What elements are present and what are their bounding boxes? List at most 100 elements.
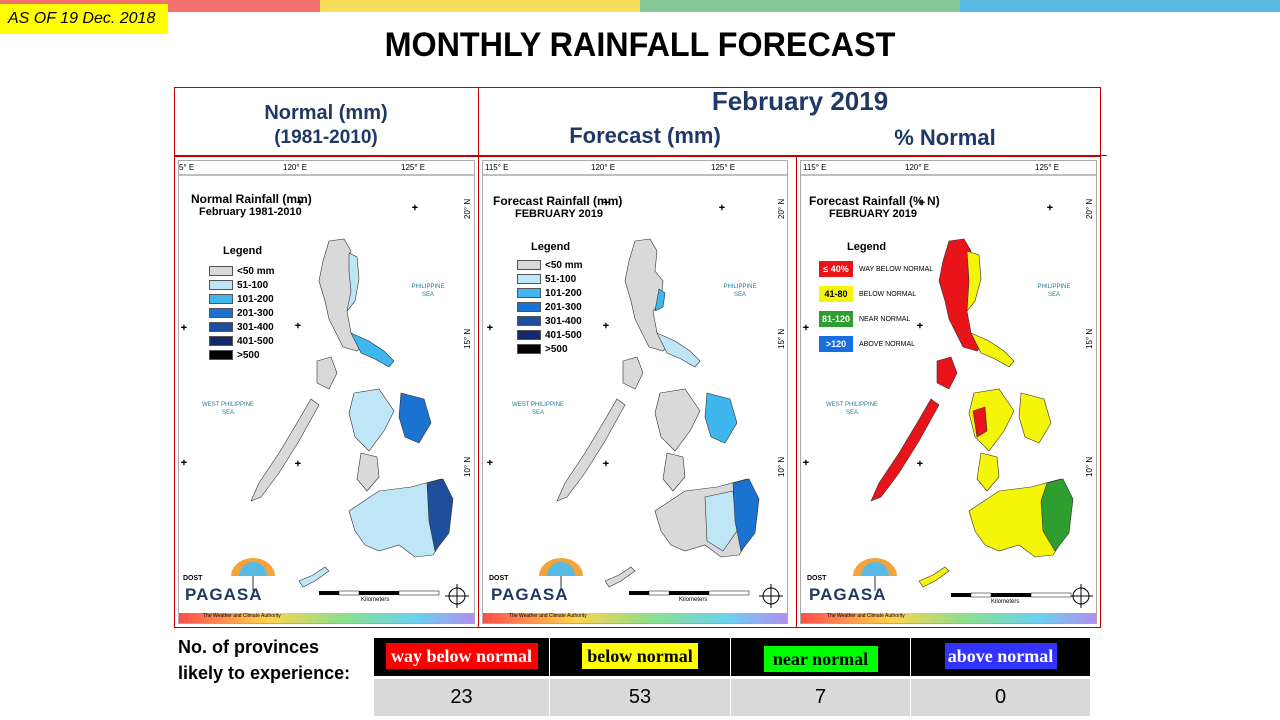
- legend-swatch: 41-80: [819, 286, 853, 302]
- luzon-bicol: [350, 332, 395, 368]
- map-panel-percent: + + + + + + 115° E 120° E 125° E 20° N 15: [800, 160, 1097, 624]
- pagasa-logo-text: PAGASA: [185, 585, 262, 605]
- category-count: 53: [550, 679, 730, 716]
- map-percent-svg: + + + + + +: [801, 174, 1096, 623]
- coord-right: 125° E: [711, 163, 736, 172]
- palawan-shape: [250, 398, 320, 502]
- scale-bar: [951, 592, 1072, 598]
- category-count: 7: [731, 679, 910, 716]
- scale-unit: Kilometers: [679, 597, 708, 603]
- svg-text:+: +: [917, 321, 923, 332]
- graticule: + + + + + +: [179, 174, 474, 470]
- mindoro-shape: [316, 356, 338, 390]
- legend-label: WAY BELOW NORMAL: [859, 265, 934, 273]
- legend-item: 51-100: [209, 279, 268, 291]
- svg-text:+: +: [603, 321, 609, 332]
- north-arrow: [759, 584, 783, 608]
- graticule: + + + + + +: [483, 174, 787, 470]
- rainbow-band: [801, 613, 1096, 623]
- legend-label: 401-500: [237, 335, 274, 347]
- legend-item: <50 mm: [517, 259, 583, 271]
- svg-text:+: +: [181, 458, 187, 469]
- legend-label: 201-300: [237, 307, 274, 319]
- legend-item: ≤ 40% WAY BELOW NORMAL: [819, 261, 933, 277]
- legend-swatch: [517, 302, 541, 312]
- coord-mid: 120° E: [905, 163, 930, 172]
- legend-item: >500: [517, 343, 568, 355]
- map-title-percent: Forecast Rainfall (% N) FEBRUARY 2019: [809, 195, 940, 221]
- map-normal-svg: + + + + + +: [179, 174, 474, 623]
- stripe-blue: [960, 0, 1280, 12]
- legend-label: 51-100: [237, 279, 269, 291]
- coord-lat-top: 20° N: [777, 198, 786, 219]
- legend-swatch: [517, 288, 541, 298]
- coord-lat-mid: 15° N: [777, 328, 786, 349]
- luzon-shape: [318, 238, 366, 352]
- west-philippine-sea-label: WEST PHILIPPINE SEA: [826, 402, 878, 416]
- pagasa-umbrella-icon: [853, 558, 897, 591]
- pagasa-umbrella-icon: [231, 558, 275, 591]
- header-frame: [174, 87, 1101, 157]
- luzon-east-coast: [346, 252, 360, 312]
- philippine-sea-label: PHILIPPINE SEA: [1037, 284, 1071, 298]
- panay-red: [972, 406, 988, 438]
- coord-lat-bot: 10° N: [463, 456, 472, 477]
- legend-swatch: [209, 350, 233, 360]
- legend-swatch: [517, 344, 541, 354]
- legend-swatch: [209, 280, 233, 290]
- legend-item: 41-80 BELOW NORMAL: [819, 286, 916, 302]
- svg-text:+: +: [487, 458, 493, 469]
- legend-label: 401-500: [545, 329, 582, 341]
- legend-swatch: [209, 294, 233, 304]
- legend-label: NEAR NORMAL: [859, 315, 911, 323]
- philippine-sea-label: PHILIPPINE SEA: [723, 284, 757, 298]
- legend-item: >120 ABOVE NORMAL: [819, 336, 915, 352]
- legend-item: 301-400: [209, 321, 274, 333]
- sulu-islands: [918, 566, 950, 588]
- legend-item: 51-100: [517, 273, 576, 285]
- panel-border-right: [1100, 155, 1101, 627]
- logo-tagline: The Weather and Climate Authority: [203, 613, 281, 619]
- mindanao-east: [732, 478, 760, 552]
- legend-item: 101-200: [517, 287, 582, 299]
- coord-mid: 120° E: [591, 163, 616, 172]
- legend-label: 101-200: [237, 293, 274, 305]
- coord-lat-mid: 15° N: [1085, 328, 1094, 349]
- coord-right: 125° E: [1035, 163, 1060, 172]
- legend-label: BELOW NORMAL: [859, 290, 917, 298]
- mindanao-east: [1040, 478, 1074, 552]
- legend-title: Legend: [847, 241, 887, 253]
- map-panel-forecast: + + + + + + 115° E 120° E 125° E 20° N 15: [482, 160, 788, 624]
- legend-title: Legend: [223, 245, 263, 257]
- legend-item: 401-500: [209, 335, 274, 347]
- coord-left: 5° E: [179, 163, 195, 172]
- coord-lat-mid: 15° N: [463, 328, 472, 349]
- category-header: below normal: [550, 638, 730, 676]
- category-count: 0: [911, 679, 1090, 716]
- legend-swatch: [209, 266, 233, 276]
- legend-item: 201-300: [517, 301, 582, 313]
- svg-text:+: +: [297, 198, 303, 209]
- rainbow-band: [483, 613, 787, 623]
- panel-border-mid1: [478, 155, 479, 627]
- legend-item: 401-500: [517, 329, 582, 341]
- legend-swatch: [517, 316, 541, 326]
- map-subtitle-text: February 1981-2010: [199, 206, 302, 218]
- category-header: near normal: [731, 638, 910, 676]
- graticule: + + + + + +: [801, 174, 1096, 470]
- mindanao-central: [704, 490, 738, 552]
- svg-text:+: +: [603, 198, 609, 209]
- category-label: above normal: [944, 643, 1057, 669]
- legend-label: >500: [237, 349, 260, 361]
- logo-tagline: The Weather and Climate Authority: [509, 613, 587, 619]
- pagasa-tagline: The Weather and Climate Authority: [509, 604, 587, 622]
- header-divider: [478, 87, 479, 157]
- coord-lat-top: 20° N: [463, 198, 472, 219]
- rainbow-band: [179, 613, 474, 623]
- legend-item: >500: [209, 349, 260, 361]
- luzon-bicol: [970, 332, 1015, 368]
- legend-label: <50 mm: [545, 259, 583, 271]
- logo-pagasa: PAGASA: [491, 585, 569, 604]
- mindanao-shape: [348, 478, 452, 558]
- logo-dost: DOST: [489, 575, 509, 582]
